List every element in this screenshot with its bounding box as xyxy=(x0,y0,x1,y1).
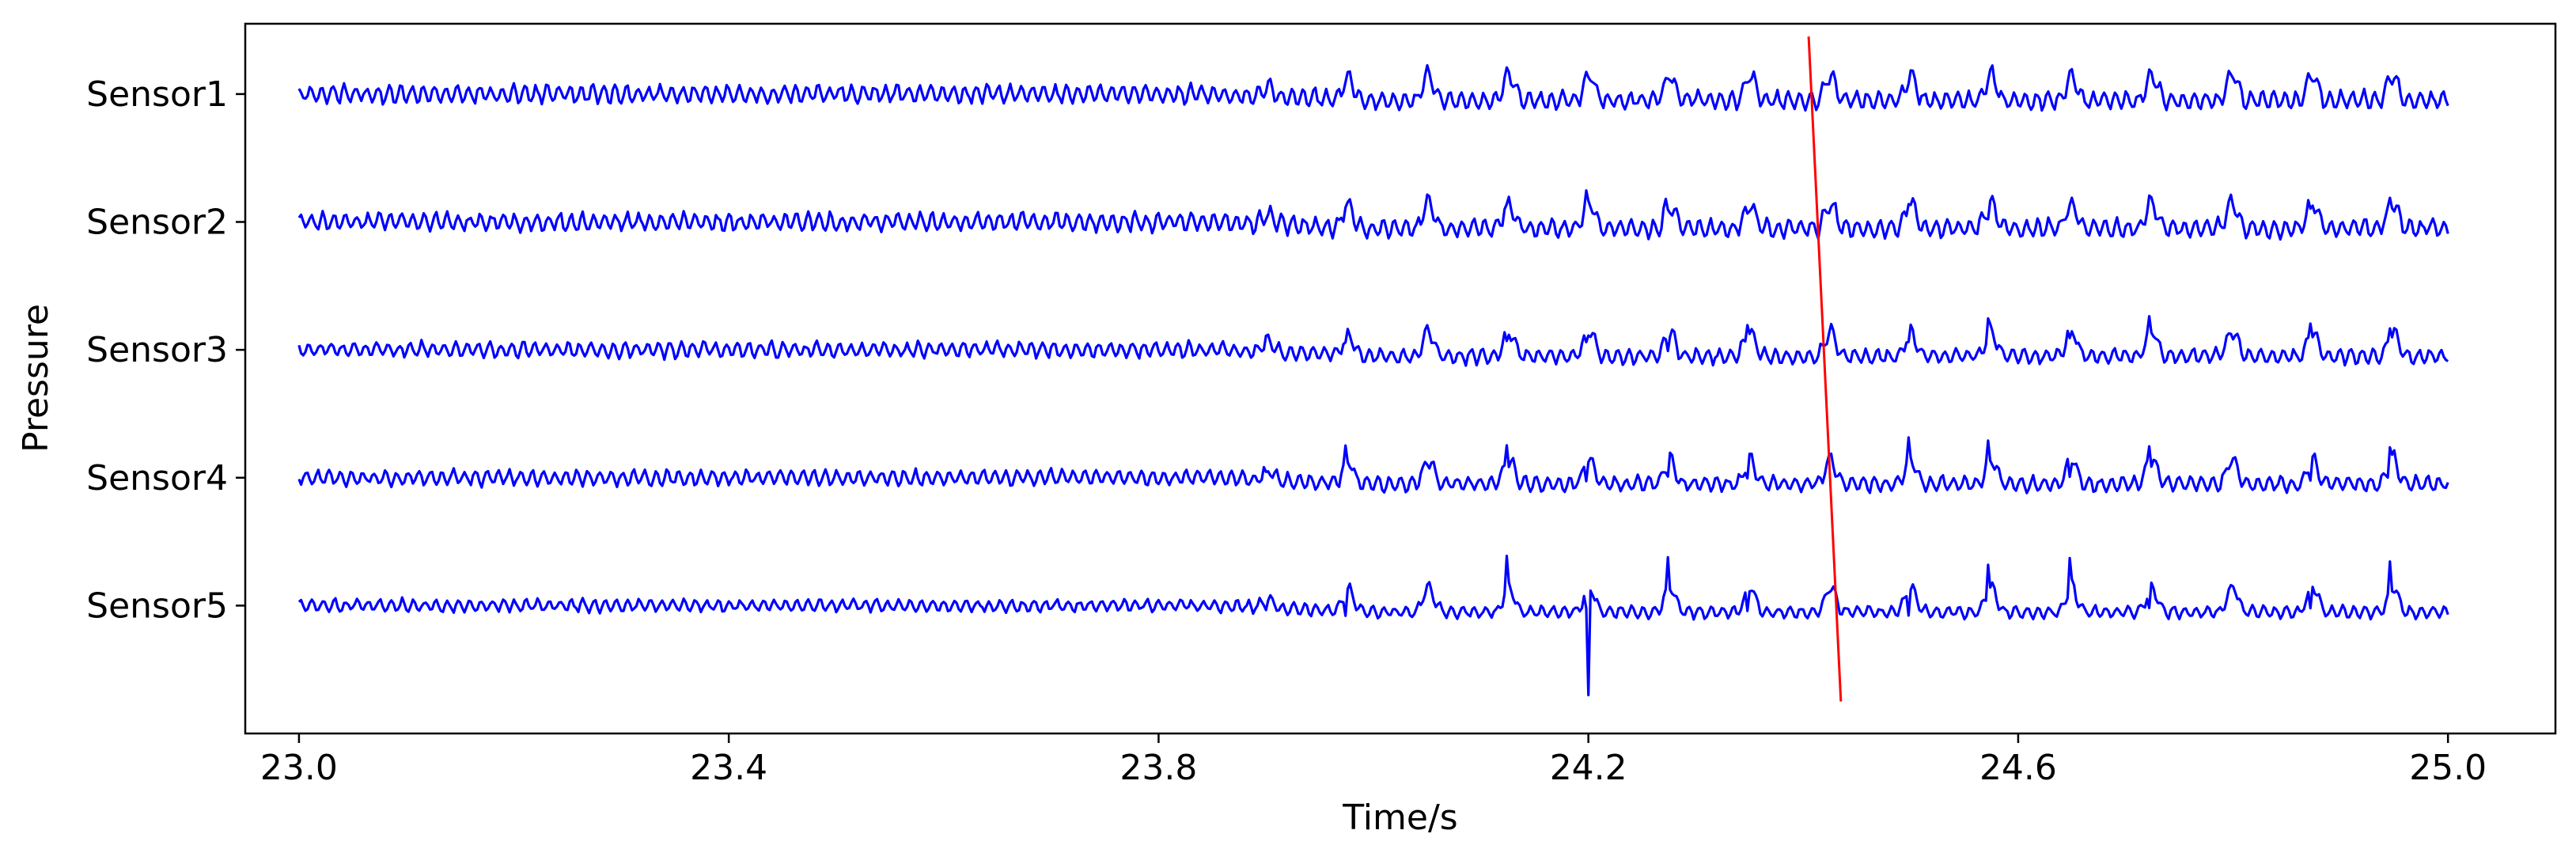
y-tick-label: Sensor1 xyxy=(86,74,228,115)
x-ticks: 23.0 23.4 23.8 24.2 24.6 25.0 xyxy=(260,733,2487,788)
plot-area xyxy=(244,22,2557,735)
y-tick-label: Sensor2 xyxy=(86,203,228,243)
y-tick-label: Sensor5 xyxy=(86,586,228,626)
x-tick-label: 24.2 xyxy=(1550,748,1627,788)
y-tick-label: Sensor4 xyxy=(86,458,228,498)
x-tick-label: 23.4 xyxy=(690,748,767,788)
series-line-sensor2 xyxy=(297,189,2449,241)
series-line-sensor5 xyxy=(297,554,2449,697)
x-tick-label: 23.0 xyxy=(260,748,338,788)
red-marker-line xyxy=(1807,36,1843,702)
y-axis-label: Pressure xyxy=(16,304,56,453)
y-tick-label: Sensor3 xyxy=(86,330,228,370)
series-line-sensor3 xyxy=(297,315,2449,367)
series-labels: Sensor1 Sensor2 Sensor3 Sensor4 Sensor5 xyxy=(86,74,245,626)
series-line-sensor4 xyxy=(297,436,2449,495)
series-layer xyxy=(297,63,2449,697)
x-tick-label: 23.8 xyxy=(1119,748,1197,788)
marker-layer xyxy=(1807,36,1843,702)
x-axis-label: Time/s xyxy=(1342,798,1457,838)
x-tick-label: 25.0 xyxy=(2409,748,2487,788)
series-line-sensor1 xyxy=(297,63,2449,112)
x-tick-label: 24.6 xyxy=(1979,748,2057,788)
